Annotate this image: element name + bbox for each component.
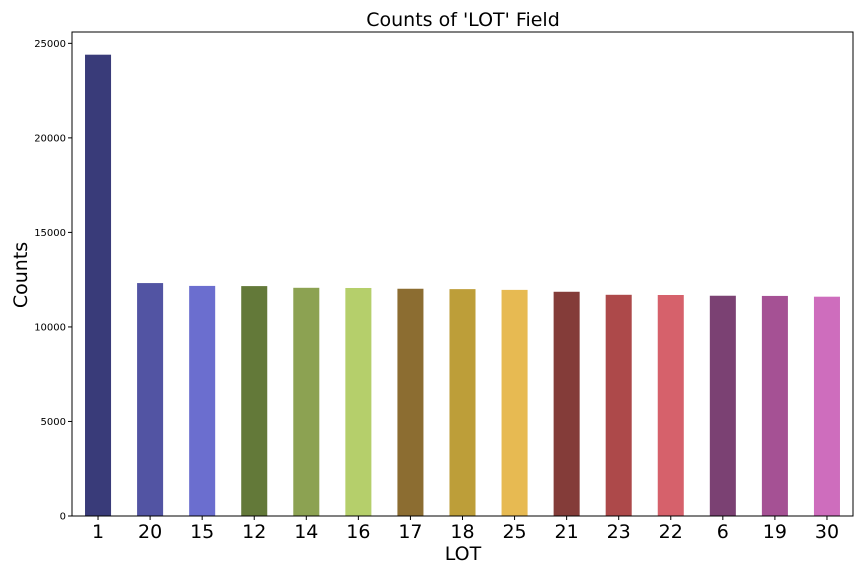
y-tick-label: 5000 xyxy=(41,417,66,428)
x-tick-label: 15 xyxy=(190,521,214,543)
bar-12 xyxy=(241,286,268,516)
x-tick-label: 30 xyxy=(815,521,839,543)
x-tick-label: 25 xyxy=(502,521,526,543)
x-axis-label: LOT xyxy=(445,543,482,565)
chart-title: Counts of 'LOT' Field xyxy=(366,9,560,31)
x-tick-label: 17 xyxy=(398,521,422,543)
bar-18 xyxy=(449,289,476,517)
x-tick-label: 19 xyxy=(763,521,787,543)
bar-30 xyxy=(813,296,840,516)
bar-17 xyxy=(397,288,424,516)
y-tick-label: 20000 xyxy=(34,133,66,144)
x-tick-label: 23 xyxy=(607,521,631,543)
bars-group xyxy=(85,54,840,517)
bar-21 xyxy=(553,291,580,516)
x-tick-label: 14 xyxy=(294,521,318,543)
x-tick-label: 16 xyxy=(346,521,370,543)
y-tick-label: 0 xyxy=(60,512,66,523)
x-tick-label: 12 xyxy=(242,521,266,543)
plot-frame xyxy=(71,31,854,517)
bar-25 xyxy=(501,289,528,516)
bar-19 xyxy=(761,295,788,516)
bar-20 xyxy=(137,283,164,516)
bar-22 xyxy=(657,294,684,516)
x-tick-label: 6 xyxy=(717,521,729,543)
y-tick-label: 15000 xyxy=(34,228,66,239)
bar-1 xyxy=(85,54,112,516)
bar-16 xyxy=(345,287,372,516)
y-axis: 0 5000 10000 15000 20000 25000 xyxy=(34,39,72,523)
bar-14 xyxy=(293,287,320,516)
y-tick-label: 25000 xyxy=(34,39,66,50)
x-tick-label: 22 xyxy=(659,521,683,543)
x-tick-label: 1 xyxy=(92,521,104,543)
y-axis-label: Counts xyxy=(10,242,32,308)
y-tick-label: 10000 xyxy=(34,322,66,333)
bar-6 xyxy=(709,295,736,516)
x-tick-label: 21 xyxy=(555,521,579,543)
bar-23 xyxy=(605,294,632,516)
bar-15 xyxy=(189,285,216,516)
x-axis: 1 20 15 12 14 16 17 18 25 21 23 22 6 19 30 xyxy=(92,516,839,543)
x-tick-label: 20 xyxy=(138,521,162,543)
x-tick-label: 18 xyxy=(450,521,474,543)
